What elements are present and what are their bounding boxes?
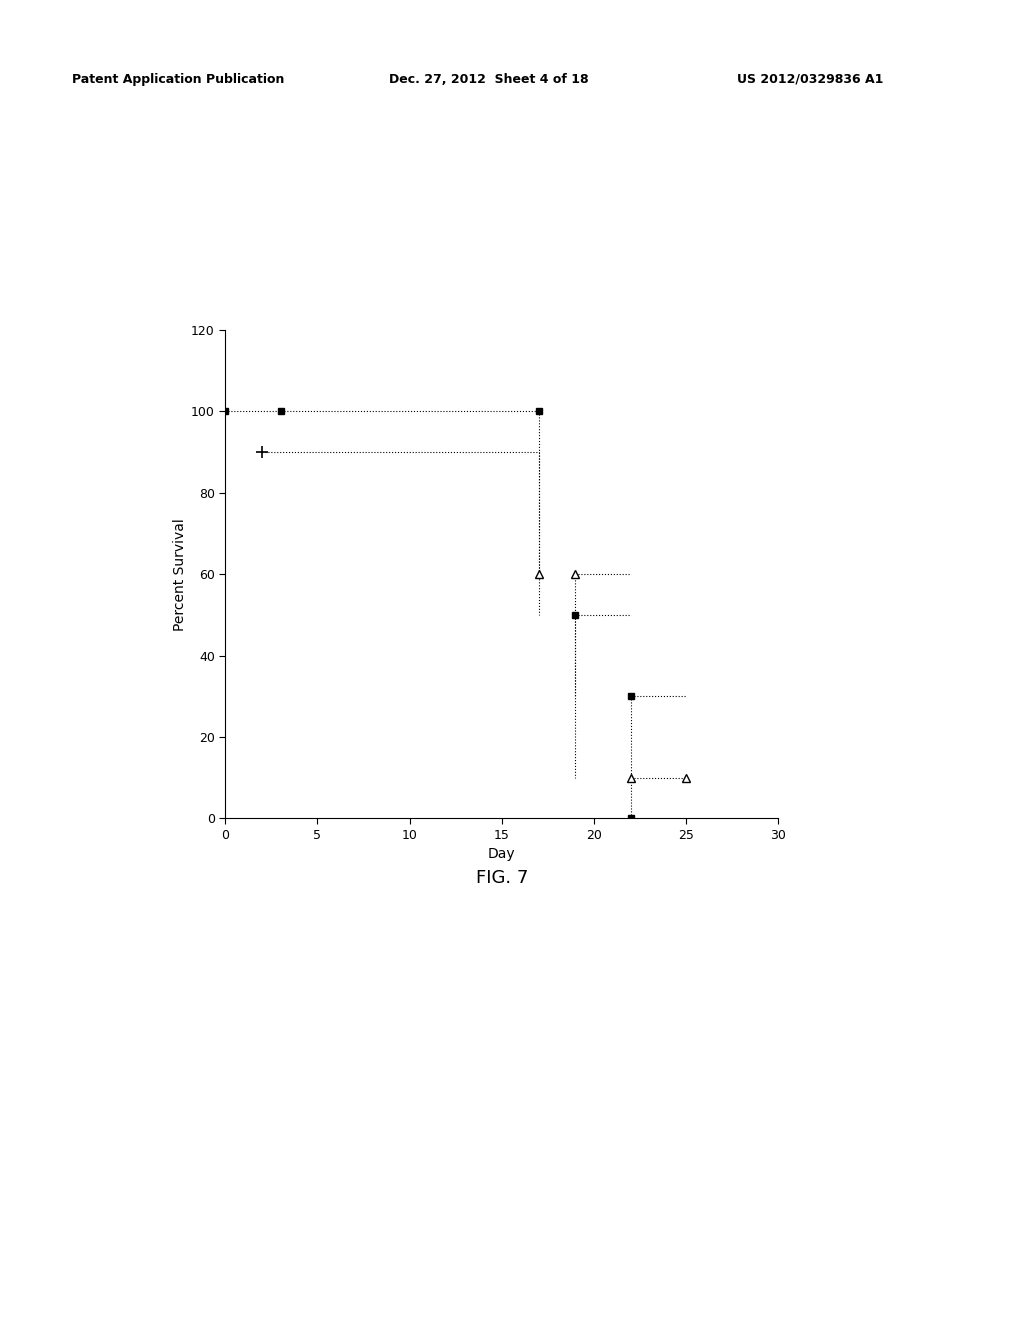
Y-axis label: Percent Survival: Percent Survival [173,517,186,631]
Text: FIG. 7: FIG. 7 [475,869,528,887]
Text: Patent Application Publication: Patent Application Publication [72,73,284,86]
Text: US 2012/0329836 A1: US 2012/0329836 A1 [737,73,884,86]
Text: Dec. 27, 2012  Sheet 4 of 18: Dec. 27, 2012 Sheet 4 of 18 [389,73,589,86]
X-axis label: Day: Day [488,847,515,862]
